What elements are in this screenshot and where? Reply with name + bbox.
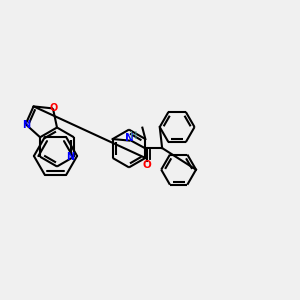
Text: N: N <box>22 119 30 130</box>
Text: N: N <box>125 133 134 143</box>
Text: H: H <box>130 131 137 141</box>
Text: N: N <box>66 152 74 162</box>
Text: O: O <box>50 103 58 113</box>
Text: O: O <box>142 160 151 170</box>
